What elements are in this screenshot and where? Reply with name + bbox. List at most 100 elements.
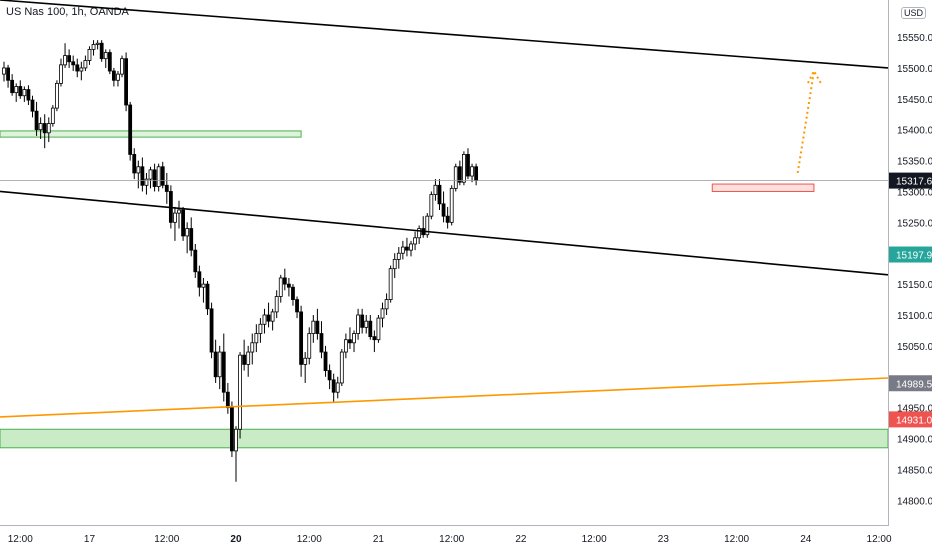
y-tick-label: 15400.0 (897, 126, 932, 137)
candle-up (356, 314, 360, 334)
trendline-0[interactable] (0, 0, 889, 69)
candle-up (120, 58, 124, 75)
candle-down (474, 166, 479, 181)
x-tick-label: 21 (373, 534, 385, 545)
candle-down (124, 58, 128, 106)
candle-down (221, 351, 226, 393)
y-tick-label: 15150.0 (897, 280, 932, 291)
candle-up (55, 82, 59, 109)
candle-up (246, 351, 251, 365)
y-tick-label: 15050.0 (897, 342, 932, 353)
trendline-2[interactable] (0, 377, 889, 418)
candle-up (278, 277, 283, 297)
candle-up (254, 333, 259, 344)
candle-up (376, 317, 381, 341)
currency-badge[interactable]: USD (901, 7, 927, 19)
candle-down (34, 110, 39, 131)
x-tick-label: 12:00 (724, 534, 749, 545)
candle-up (250, 342, 255, 353)
candle-down (18, 86, 23, 97)
x-tick-label: 20 (230, 534, 242, 545)
candle-down (152, 169, 157, 187)
candle-down (107, 52, 112, 72)
candle-down (372, 336, 377, 341)
price-label-bg (889, 246, 932, 263)
price-label-bg (889, 172, 932, 189)
candle-up (22, 89, 27, 97)
candle-down (193, 249, 198, 273)
candle-up (50, 107, 55, 124)
candle-down (282, 277, 287, 285)
x-tick-label: 12:00 (867, 534, 892, 545)
projection-path (796, 70, 815, 174)
candle-up (453, 166, 458, 189)
candle-down (242, 354, 247, 365)
candle-up (234, 428, 238, 452)
candle-up (392, 259, 397, 270)
candle-down (128, 104, 133, 155)
candle-up (258, 323, 263, 334)
candle-down (315, 320, 320, 334)
candle-down (266, 314, 271, 322)
candle-up (148, 169, 153, 180)
candle-down (164, 184, 169, 192)
candle-down (71, 61, 76, 66)
y-tick-label: 15450.0 (897, 95, 932, 106)
candle-up (91, 44, 96, 50)
candle-up (470, 166, 474, 177)
candle-up (270, 311, 275, 322)
candle-up (63, 55, 67, 66)
price-label-1: 15197.9 (896, 251, 932, 262)
candle-up (59, 64, 63, 84)
candle-up (87, 49, 92, 61)
candle-down (327, 370, 332, 381)
candle-down (299, 311, 304, 365)
x-tick-label: 12:00 (154, 534, 179, 545)
y-tick-label: 15100.0 (897, 311, 932, 322)
candle-down (457, 166, 462, 183)
candle-up (177, 209, 181, 214)
candle-up (380, 308, 385, 319)
candle-up (417, 228, 422, 239)
y-tick-label: 14900.0 (897, 435, 932, 446)
candle-down (160, 166, 165, 186)
candle-down (213, 351, 218, 378)
candle-up (185, 228, 190, 237)
x-tick-label: 12:00 (582, 534, 607, 545)
candle-down (140, 166, 145, 186)
candle-up (303, 357, 308, 365)
candle-up (462, 154, 466, 183)
candle-up (413, 237, 417, 245)
y-tick-label: 15250.0 (897, 218, 932, 229)
candle-up (352, 333, 356, 344)
candle-up (449, 187, 454, 223)
candle-up (262, 314, 267, 325)
candle-up (335, 382, 340, 393)
price-label-0: 15317.6 (896, 177, 932, 188)
candle-down (75, 64, 80, 72)
projection-arrowhead (807, 68, 823, 86)
y-tick-label: 15550.0 (897, 33, 932, 44)
candle-down (42, 123, 47, 134)
candle-up (144, 178, 149, 186)
price-label-bg (889, 375, 932, 392)
candle-up (238, 354, 242, 430)
y-tick-label: 14950.0 (897, 404, 932, 415)
candle-up (83, 60, 88, 69)
candle-down (132, 154, 137, 174)
candle-up (307, 333, 312, 359)
candle-up (311, 320, 316, 334)
y-tick-label: 15350.0 (897, 157, 932, 168)
candle-up (116, 73, 120, 81)
candle-down (445, 215, 450, 223)
y-tick-label: 15300.0 (897, 187, 932, 198)
candle-up (343, 339, 348, 353)
candle-down (466, 154, 470, 177)
trendline-1[interactable] (0, 190, 889, 276)
candle-up (274, 296, 279, 313)
price-label-3: 14931.0 (896, 415, 932, 426)
candle-up (217, 351, 222, 378)
candle-down (348, 339, 352, 344)
x-tick-label: 17 (84, 534, 96, 545)
